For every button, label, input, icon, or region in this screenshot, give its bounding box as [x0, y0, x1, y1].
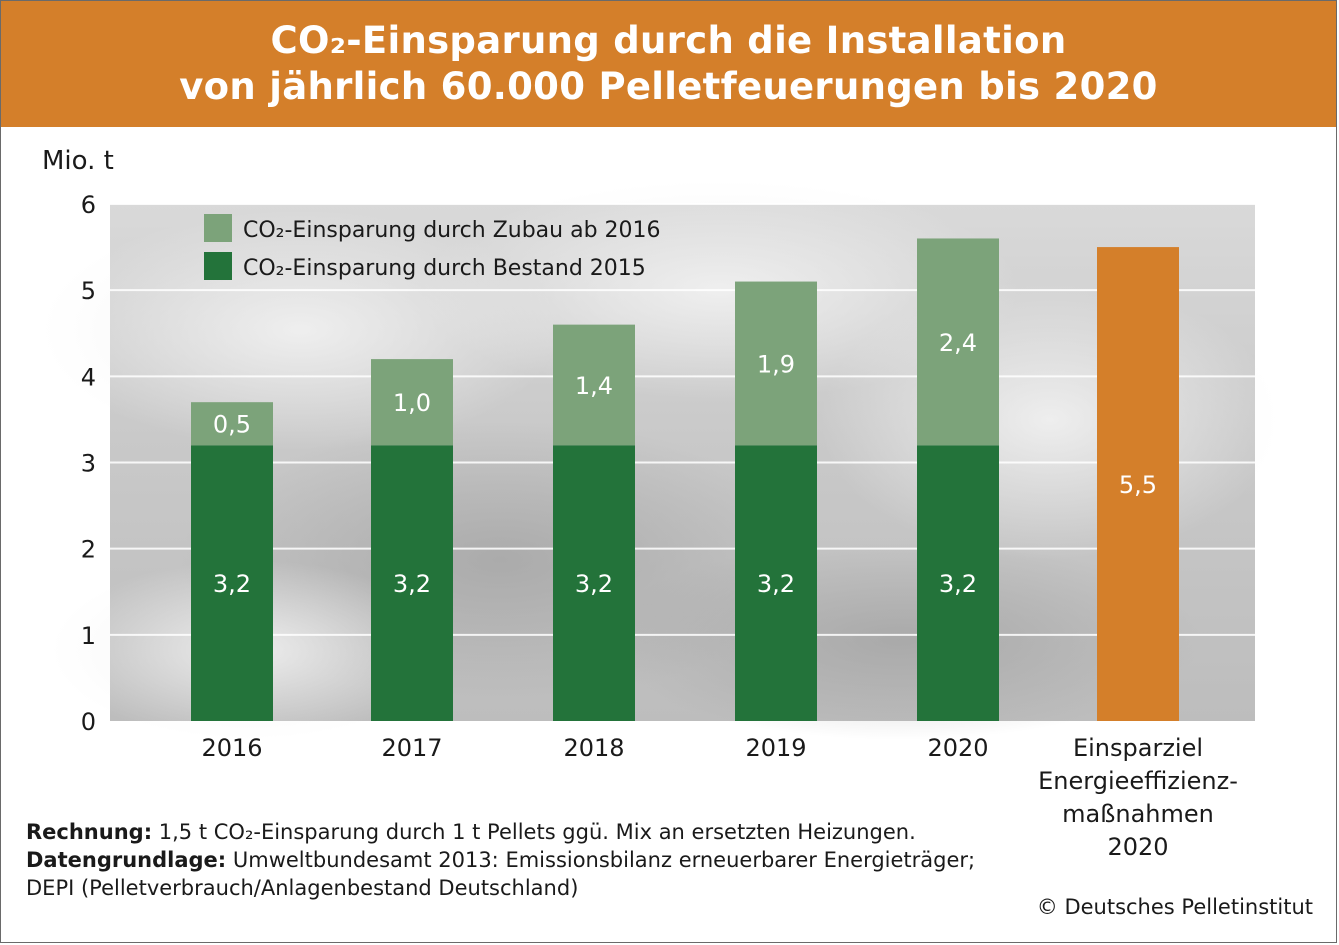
footnote-rechnung: Rechnung: 1,5 t CO₂-Einsparung durch 1 t…: [26, 818, 975, 846]
copyright-notice: © Deutsches Pelletinstitut: [1036, 895, 1313, 919]
legend: CO₂-Einsparung durch Zubau ab 2016 CO₂-Ei…: [204, 214, 661, 281]
bar-bestand: [917, 445, 999, 721]
x-category-label-target: Energieeffizienz-: [1038, 767, 1238, 795]
bars: 3,2 0,5 3,2 1,0 3,2 1,4 3,2 1,9 3,2 2,4 5,5: [191, 238, 1179, 722]
bar-zubau-value-label: 1,9: [757, 350, 795, 378]
x-category-label: 2020: [927, 734, 988, 762]
chart-title-line-2: von jährlich 60.000 Pelletfeuerungen bis…: [179, 65, 1158, 108]
legend-swatch: [204, 214, 232, 242]
bar-zubau-value-label: 1,4: [575, 372, 613, 400]
x-category-label: 2016: [201, 734, 262, 762]
datengrundlage-text: Umweltbundesamt 2013: Emissionsbilanz er…: [226, 848, 976, 872]
chart-title-line-1: CO₂-Einsparung durch die Installation: [270, 19, 1067, 62]
x-axis-labels: 2016 2017 2018 2019 2020 Einsparziel Energieef…: [201, 734, 1237, 861]
bar-bestand-value-label: 3,2: [939, 570, 977, 598]
gridlines: [110, 203, 1255, 636]
y-tick-label: 2: [81, 536, 96, 564]
bar-zubau: [371, 359, 453, 446]
legend-label: CO₂-Einsparung durch Zubau ab 2016: [243, 218, 661, 243]
bar-bestand: [371, 445, 453, 721]
legend-label: CO₂-Einsparung durch Bestand 2015: [243, 256, 646, 281]
bar-target: [1097, 247, 1179, 722]
bar-zubau: [735, 281, 817, 446]
bar-zubau: [917, 238, 999, 446]
bar-bestand: [553, 445, 635, 721]
bar-zubau: [553, 324, 635, 446]
x-category-label: 2018: [563, 734, 624, 762]
bar-zubau-value-label: 1,0: [393, 389, 431, 417]
y-tick-label: 6: [81, 191, 96, 219]
bar-bestand: [191, 445, 273, 721]
x-category-label: 2019: [745, 734, 806, 762]
legend-swatch: [204, 252, 232, 280]
footnotes: Rechnung: 1,5 t CO₂-Einsparung durch 1 t…: [26, 818, 975, 902]
y-tick-label: 4: [81, 363, 96, 391]
y-tick-label: 5: [81, 277, 96, 305]
bar-zubau: [191, 402, 273, 446]
x-category-label-target: 2020: [1107, 833, 1168, 861]
rechnung-label: Rechnung:: [26, 820, 153, 844]
datengrundlage-label: Datengrundlage:: [26, 848, 227, 872]
x-category-label-target: Einsparziel: [1073, 734, 1203, 762]
y-tick-label: 3: [81, 450, 96, 478]
y-tick-label: 0: [81, 708, 96, 736]
y-tick-label: 1: [81, 622, 96, 650]
bar-zubau-value-label: 2,4: [939, 329, 977, 357]
bar-bestand-value-label: 3,2: [575, 570, 613, 598]
title-banner: CO₂-Einsparung durch die Installation vo…: [1, 1, 1336, 127]
bar-target-value-label: 5,5: [1119, 471, 1157, 499]
x-category-label-target: maßnahmen: [1062, 800, 1214, 828]
footnote-depi: DEPI (Pelletverbrauch/Anlagenbestand Deu…: [26, 876, 579, 900]
bar-bestand: [735, 445, 817, 721]
bar-bestand-value-label: 3,2: [393, 570, 431, 598]
x-category-label: 2017: [381, 734, 442, 762]
y-axis-unit-label: Mio. t: [42, 146, 114, 176]
rechnung-text: 1,5 t CO₂-Einsparung durch 1 t Pellets g…: [152, 820, 916, 844]
bar-bestand-value-label: 3,2: [757, 570, 795, 598]
bar-bestand-value-label: 3,2: [213, 570, 251, 598]
y-axis-ticks: 0 1 2 3 4 5 6: [81, 191, 96, 736]
bar-zubau-value-label: 0,5: [213, 411, 251, 439]
footnote-datengrundlage: Datengrundlage: Umweltbundesamt 2013: Em…: [26, 846, 975, 874]
